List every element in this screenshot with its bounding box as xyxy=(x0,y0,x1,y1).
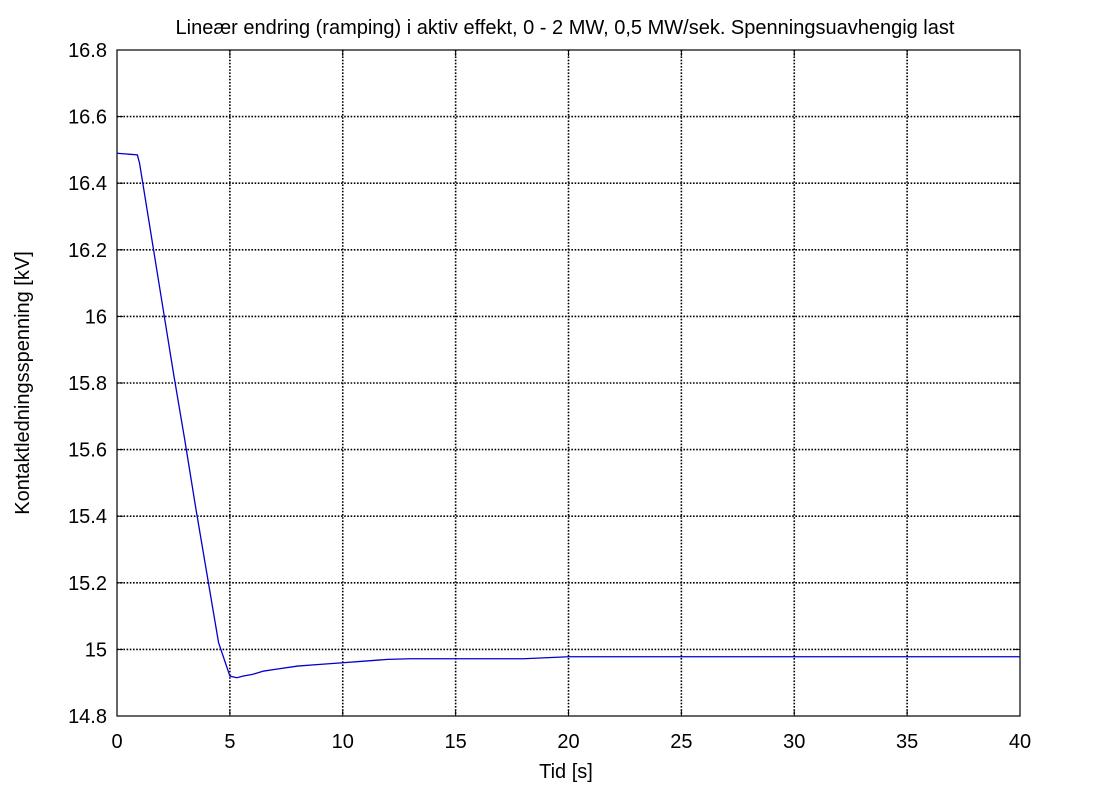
y-tick-label: 15 xyxy=(85,639,107,661)
x-tick-label: 25 xyxy=(670,731,692,753)
axis-ticks: 0 5 10 15 20 25 30 35 40 14.8 15 15.2 15.4 15.6 15.8 16… xyxy=(68,40,1031,753)
grid xyxy=(117,50,1020,716)
x-axis-label: Tid [s] xyxy=(539,761,593,783)
series-line-voltage xyxy=(116,152,1020,679)
y-axis-label: Kontaktledningsspenning [kV] xyxy=(12,251,34,515)
y-tick-label: 16.8 xyxy=(68,40,107,62)
x-tick-label: 30 xyxy=(783,731,805,753)
x-tick-label: 20 xyxy=(557,731,579,753)
y-tick-label: 15.2 xyxy=(68,573,107,595)
y-tick-label: 15.8 xyxy=(68,373,107,395)
y-tick-label: 16.2 xyxy=(68,240,107,262)
x-tick-label: 10 xyxy=(332,731,354,753)
y-tick-label: 16.4 xyxy=(68,173,107,195)
x-tick-label: 35 xyxy=(896,731,918,753)
y-tick-label: 15.6 xyxy=(68,440,107,462)
x-tick-label: 15 xyxy=(445,731,467,753)
x-tick-label: 0 xyxy=(111,731,122,753)
chart-title: Lineær endring (ramping) i aktiv effekt,… xyxy=(176,17,955,39)
y-tick-label: 15.4 xyxy=(68,506,107,528)
x-tick-label: 40 xyxy=(1009,731,1031,753)
y-tick-label: 16.6 xyxy=(68,107,107,129)
y-tick-label: 14.8 xyxy=(68,706,107,728)
plot-area-frame xyxy=(116,49,1021,717)
x-tick-label: 5 xyxy=(224,731,235,753)
y-tick-label: 16 xyxy=(85,306,107,328)
